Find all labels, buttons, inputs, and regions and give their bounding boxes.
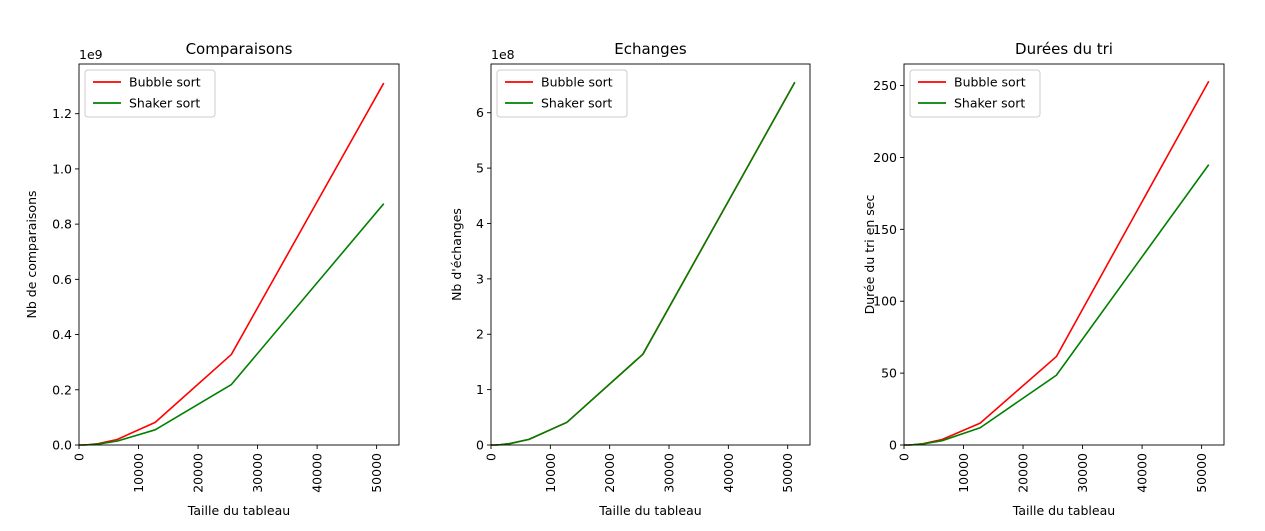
x-axis-label: Taille du tableau	[1012, 503, 1115, 518]
y-tick-label: 0	[476, 438, 484, 453]
series-line-shaker	[903, 164, 1210, 446]
axes-frame	[903, 63, 1225, 446]
x-tick-label: 50000	[780, 453, 795, 493]
axes-frame	[78, 63, 400, 446]
y-axis-label: Nb d'échanges	[449, 208, 464, 301]
x-tick-label: 40000	[1135, 453, 1150, 493]
x-tick-label: 30000	[250, 453, 265, 493]
legend: Bubble sort Shaker sort	[909, 69, 1041, 118]
x-tick-label: 0	[72, 453, 87, 461]
y-tick-label: 5	[476, 161, 484, 176]
x-tick-label: 50000	[1194, 453, 1209, 493]
x-tick-label: 10000	[543, 453, 558, 493]
y-tick-label: 1.0	[52, 161, 72, 176]
legend-entry: Bubble sort	[954, 75, 1026, 90]
y-tick-label: 6	[476, 105, 484, 120]
y-tick-label: 250	[873, 78, 897, 93]
x-tick-label: 40000	[310, 453, 325, 493]
y-tick-label: 100	[873, 294, 897, 309]
x-axis-label: Taille du tableau	[598, 503, 701, 518]
series-line-shaker	[78, 203, 385, 446]
x-tick-label: 20000	[602, 453, 617, 493]
legend-entry: Bubble sort	[541, 75, 613, 90]
axis-scale-label: 1e9	[79, 47, 103, 62]
y-tick-label: 0.8	[52, 217, 72, 232]
series-line-bubble	[78, 82, 385, 446]
legend: Bubble sort Shaker sort	[84, 69, 216, 118]
y-tick-label: 1	[476, 382, 484, 397]
y-tick-label: 0.2	[52, 382, 72, 397]
y-tick-label: 1.2	[52, 106, 72, 121]
y-axis-label: Nb de comparaisons	[24, 190, 39, 318]
series-line-shaker	[490, 81, 796, 446]
x-tick-label: 10000	[131, 453, 146, 493]
y-tick-label: 0.6	[52, 272, 72, 287]
legend: Bubble sort Shaker sort	[496, 69, 628, 118]
x-tick-label: 0	[897, 453, 912, 461]
axes-frame	[490, 63, 811, 446]
x-tick-label: 10000	[956, 453, 971, 493]
axis-scale-label: 1e8	[491, 47, 515, 62]
legend-entry: Shaker sort	[129, 96, 200, 111]
subplot-1: 0 10000 20000 30000 40000 50000 0.0 0.2 0.4 0.6 0.…	[24, 40, 400, 518]
x-tick-label: 30000	[662, 453, 677, 493]
y-tick-label: 3	[476, 271, 484, 286]
x-tick-label: 20000	[191, 453, 206, 493]
chart-title: Durées du tri	[1015, 40, 1113, 58]
y-tick-label: 150	[873, 222, 897, 237]
y-axis-label: Durée du tri en sec	[862, 195, 877, 315]
y-tick-label: 50	[881, 366, 897, 381]
subplot-2: 0 10000 20000 30000 40000 50000 0 1 2 3 4 5 6 Echange…	[449, 40, 811, 518]
y-tick-label: 2	[476, 327, 484, 342]
x-tick-label: 20000	[1016, 453, 1031, 493]
y-tick-label: 0.4	[52, 327, 72, 342]
chart-title: Comparaisons	[186, 40, 293, 58]
x-tick-label: 0	[484, 453, 499, 461]
legend-entry: Shaker sort	[541, 96, 612, 111]
y-tick-label: 200	[873, 150, 897, 165]
x-tick-label: 40000	[721, 453, 736, 493]
x-axis-label: Taille du tableau	[187, 503, 290, 518]
series-line-bubble	[490, 81, 796, 446]
y-tick-label: 0.0	[52, 438, 72, 453]
legend-entry: Shaker sort	[954, 96, 1025, 111]
series-line-bubble	[903, 80, 1210, 446]
legend-entry: Bubble sort	[129, 75, 201, 90]
y-tick-label: 4	[476, 216, 484, 231]
y-tick-label: 0	[889, 438, 897, 453]
x-tick-label: 30000	[1075, 453, 1090, 493]
subplot-3: 0 10000 20000 30000 40000 50000 0 50 100 150 200 25…	[862, 40, 1225, 518]
x-tick-label: 50000	[369, 453, 384, 493]
chart-title: Echanges	[614, 40, 687, 58]
